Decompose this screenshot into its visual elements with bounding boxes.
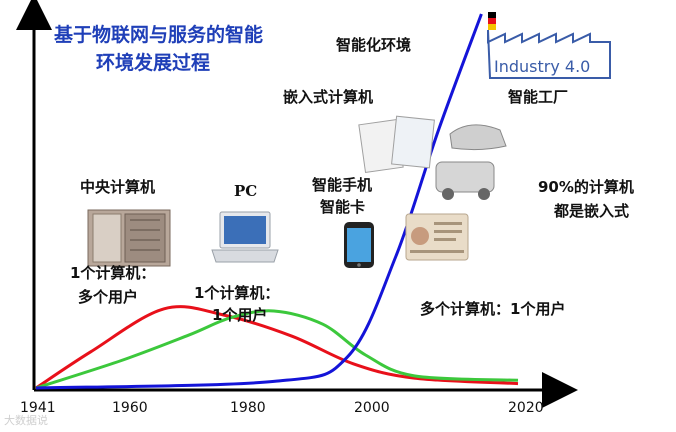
x-tick-1960: 1960 (112, 400, 148, 416)
label-smart-factory: 智能工厂 (508, 88, 569, 106)
smartphone-image (344, 222, 374, 268)
id-card-image (405, 213, 469, 261)
label-smart-environment: 智能化环境 (336, 36, 412, 54)
label-embedded-share-1: 90%的计算机 (538, 178, 634, 196)
blue-curve-many-computers-one-user (35, 13, 483, 390)
x-tick-2020: 2020 (508, 400, 544, 416)
label-many-computers-one-user: 多个计算机：1个用户 (420, 300, 566, 318)
laptop-image (211, 211, 279, 263)
diagram-title-line-1: 基于物联网与服务的智能 (54, 24, 264, 46)
label-one-computer-many-users-1: 1个计算机： (70, 264, 156, 282)
green-curve-one-computer-one-user (35, 309, 519, 390)
x-tick-1941: 1941 (20, 400, 56, 416)
industry-logo-text: Industry 4.0 (494, 57, 590, 76)
watermark: 大数据说 (4, 414, 48, 427)
label-pc: PC (234, 182, 258, 200)
x-tick-1980: 1980 (230, 400, 266, 416)
label-mainframe: 中央计算机 (80, 178, 156, 196)
label-one-computer-many-users-2: 多个用户 (78, 288, 139, 306)
diagram-title-line-2: 环境发展过程 (96, 52, 211, 74)
label-smartcard: 智能卡 (320, 198, 366, 216)
industry-4-logo: Industry 4.0 (487, 12, 611, 79)
label-smartphone: 智能手机 (312, 176, 373, 194)
label-one-computer-one-user-1: 1个计算机： (194, 284, 280, 302)
red-curve-one-computer-many-users (35, 305, 519, 390)
label-embedded-share-2: 都是嵌入式 (554, 202, 630, 220)
label-embedded-computer: 嵌入式计算机 (283, 88, 374, 106)
x-tick-2000: 2000 (354, 400, 390, 416)
label-one-computer-one-user-2: 1个用户 (212, 306, 268, 324)
embedded-devices-image (358, 115, 507, 200)
mainframe-image (87, 209, 171, 267)
